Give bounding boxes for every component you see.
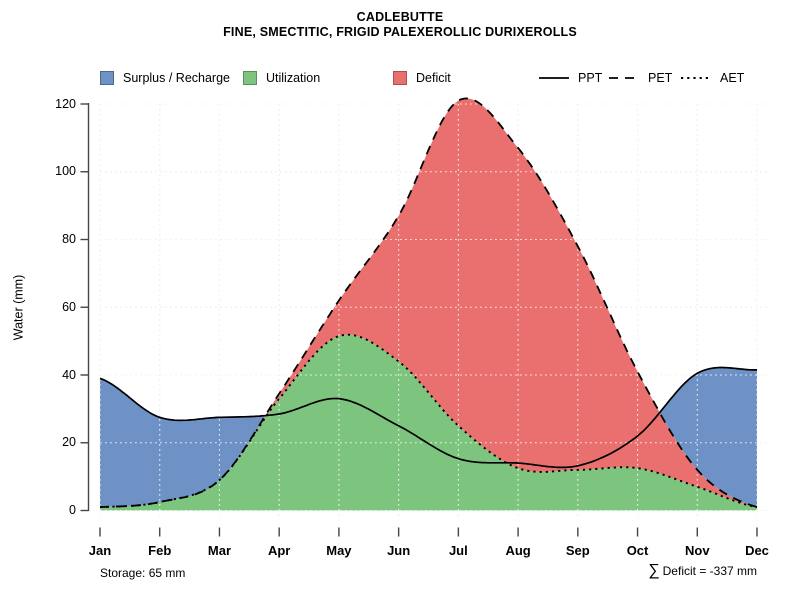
legend-label-ppt: PPT [578,71,603,85]
chart-subtitle: FINE, SMECTITIC, FRIGID PALEXEROLLIC DUR… [223,25,577,39]
storage-annotation: Storage: 65 mm [100,566,186,580]
legend-label-aet: AET [720,71,745,85]
x-tick-label: Jan [88,543,112,558]
legend-item-surplus: Surplus / Recharge [100,70,230,86]
x-tick-label: Aug [505,543,531,558]
y-tick-label: 0 [69,503,76,517]
ppt-line-sample [539,77,569,79]
legend-item-deficit: Deficit [393,70,451,86]
y-tick-label: 100 [55,164,76,179]
legend-label-utilization: Utilization [266,71,321,85]
utilization-area [100,334,757,511]
legend-label-deficit: Deficit [416,71,451,85]
y-tick-label: 20 [62,435,76,450]
x-tick-label: Mar [207,543,232,558]
legend-item-aet: AET [680,70,744,86]
deficit-annotation-text: Deficit = -337 mm [662,564,757,578]
utilization-swatch [243,71,257,85]
x-tick-label: Jul [448,543,468,558]
y-tick-label: 120 [55,96,76,111]
x-tick-label: Nov [684,543,710,558]
x-tick-label: Feb [148,543,172,558]
y-tick-label: 60 [62,299,76,314]
legend-item-pet: PET [608,70,672,86]
x-tick-label: Dec [745,543,769,558]
surplus-swatch [100,71,114,85]
y-axis-label: Water (mm) [11,274,26,341]
legend-label-surplus: Surplus / Recharge [123,71,231,85]
x-tick-label: Sep [565,543,590,558]
x-tick-label: Jun [387,543,411,558]
aet-line-sample [681,77,711,79]
deficit-annotation: ∑ Deficit = -337 mm [648,562,757,580]
ppt-line [99,366,757,469]
chart-title: CADLEBUTTE [356,10,444,24]
legend-item-utilization: Utilization [243,70,320,86]
y-tick-label: 80 [62,232,76,246]
legend-item-ppt: PPT [538,70,602,86]
x-tick-label: May [326,543,352,558]
x-tick-label: Apr [267,543,291,558]
legend-label-pet: PET [648,71,673,85]
sigma-icon: ∑ [648,562,660,579]
x-tick-label: Oct [626,543,649,558]
deficit-swatch [393,71,407,85]
pet-line-sample [609,77,639,79]
pet-line [99,97,758,508]
deficit-area [100,98,757,508]
surplus-area [659,367,757,508]
y-tick-label: 40 [62,367,76,382]
